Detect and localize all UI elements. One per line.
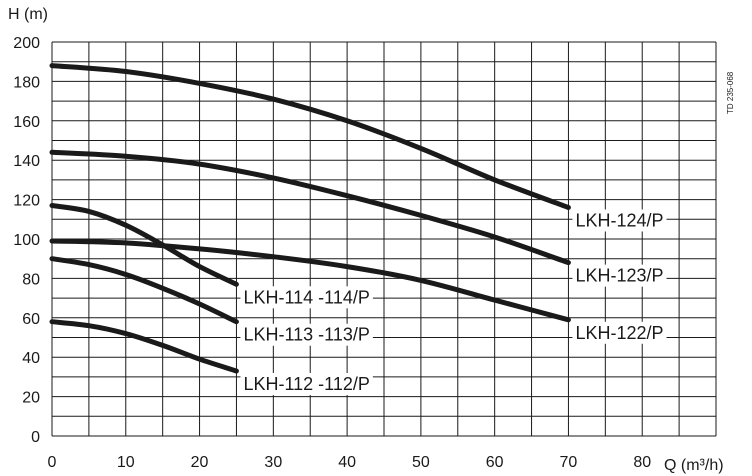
y-tick-label: 60: [22, 311, 40, 328]
curve-line: [49, 256, 239, 325]
curve-label-background: [240, 286, 373, 309]
x-tick-label: 30: [264, 454, 282, 471]
curve-label: LKH-124/P: [575, 210, 663, 230]
curve-label-background: [572, 264, 667, 287]
x-tick-label: 70: [560, 454, 578, 471]
curve-label-background: [240, 372, 373, 395]
curve-label-background: [240, 323, 373, 346]
y-tick-label: 160: [13, 114, 40, 131]
curves: [49, 63, 571, 374]
curve-line: [49, 149, 571, 266]
y-tick-label: 100: [13, 232, 40, 249]
x-tick-label: 80: [633, 454, 651, 471]
curve-line: [49, 63, 571, 210]
curve-label-background: [572, 209, 667, 232]
y-tick-label: 140: [13, 153, 40, 170]
x-tick-label: 10: [117, 454, 135, 471]
y-tick-label: 20: [22, 390, 40, 407]
y-tick-label: 120: [13, 193, 40, 210]
x-tick-label: 0: [48, 454, 57, 471]
curve-line: [49, 319, 239, 374]
y-tick-label: 40: [22, 350, 40, 367]
x-tick-labels: 0 10 20 30 40 50 60 70 80: [48, 454, 652, 471]
y-tick-label: 0: [31, 429, 40, 446]
x-axis-title: Q (m³/h): [664, 457, 724, 474]
y-axis-title: H (m): [8, 6, 48, 23]
y-tick-label: 200: [13, 35, 40, 52]
curve-label: LKH-123/P: [575, 266, 663, 286]
document-code: TD 235-068: [726, 71, 735, 114]
curve-labels: LKH-124/P LKH-123/P LKH-122/P LKH-114 -114/…: [240, 209, 667, 395]
y-tick-label: 180: [13, 74, 40, 91]
y-tick-label: 80: [22, 271, 40, 288]
curve-label: LKH-122/P: [575, 323, 663, 343]
curve-label: LKH-113 -113/P: [243, 325, 369, 345]
curve-label: LKH-114 -114/P: [243, 287, 369, 307]
curve-label: LKH-112 -112/P: [243, 374, 369, 394]
x-tick-label: 50: [412, 454, 430, 471]
x-tick-label: 60: [486, 454, 504, 471]
curve-label-background: [572, 321, 667, 344]
y-tick-labels: 0 20 40 60 80 100 120 140 160 180 200: [13, 35, 40, 446]
x-tick-label: 20: [191, 454, 209, 471]
curve-line: [49, 238, 571, 323]
x-tick-label: 40: [338, 454, 356, 471]
curve-line: [49, 203, 239, 287]
